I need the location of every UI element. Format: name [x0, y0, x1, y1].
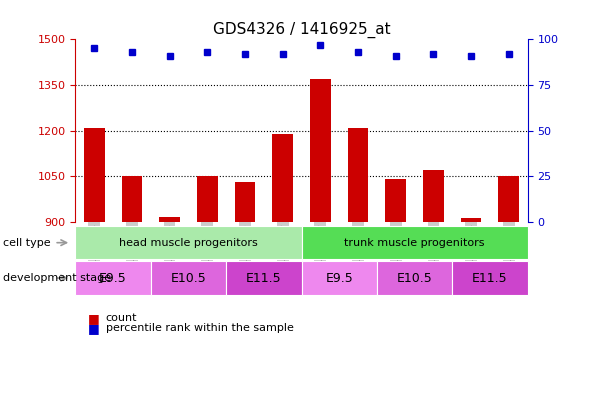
- Text: E11.5: E11.5: [472, 272, 508, 285]
- Bar: [461, 219, 481, 222]
- Text: ■: ■: [87, 321, 99, 335]
- Text: E10.5: E10.5: [171, 272, 206, 285]
- Bar: [310, 79, 330, 222]
- Text: E9.5: E9.5: [325, 272, 353, 285]
- Text: E9.5: E9.5: [99, 272, 127, 285]
- Text: count: count: [106, 313, 137, 323]
- Text: E10.5: E10.5: [397, 272, 432, 285]
- Bar: [499, 176, 519, 222]
- Text: cell type: cell type: [3, 238, 51, 248]
- Bar: [423, 170, 444, 222]
- Text: ■: ■: [87, 312, 99, 325]
- Text: trunk muscle progenitors: trunk muscle progenitors: [344, 238, 485, 248]
- Bar: [197, 176, 218, 222]
- Bar: [348, 128, 368, 222]
- Bar: [235, 182, 255, 222]
- Bar: [122, 176, 142, 222]
- Bar: [273, 134, 293, 222]
- Bar: [159, 217, 180, 222]
- Title: GDS4326 / 1416925_at: GDS4326 / 1416925_at: [213, 22, 390, 38]
- Bar: [385, 179, 406, 222]
- Bar: [84, 128, 104, 222]
- Text: head muscle progenitors: head muscle progenitors: [119, 238, 258, 248]
- Text: percentile rank within the sample: percentile rank within the sample: [106, 323, 294, 333]
- Text: development stage: development stage: [3, 273, 111, 283]
- Text: E11.5: E11.5: [246, 272, 282, 285]
